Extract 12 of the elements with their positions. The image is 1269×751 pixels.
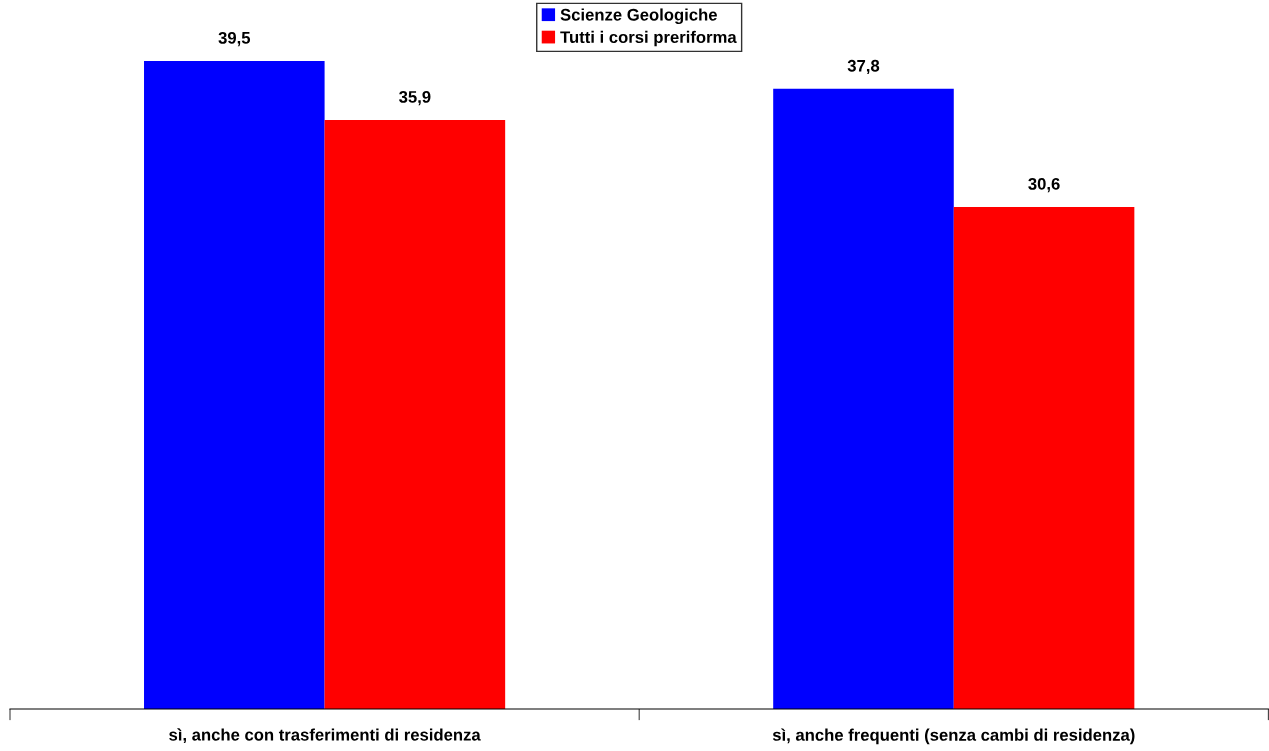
data-label: 35,9 (399, 91, 431, 106)
data-label: 37,8 (847, 59, 880, 75)
legend-label: Tutti i corsi preriforma (560, 30, 737, 47)
legend-label: Scienze Geologiche (560, 8, 717, 25)
data-label: 30,6 (1028, 177, 1060, 193)
x-tick-label: sì, anche frequenti (senza cambi di residenza) (772, 728, 1135, 745)
bar (324, 119, 506, 709)
bar (773, 88, 954, 709)
data-label: 39,5 (218, 31, 251, 47)
bar (144, 60, 325, 709)
x-tick-label: sì, anche con trasferimenti di residenza (169, 728, 481, 744)
bar (953, 206, 1135, 709)
